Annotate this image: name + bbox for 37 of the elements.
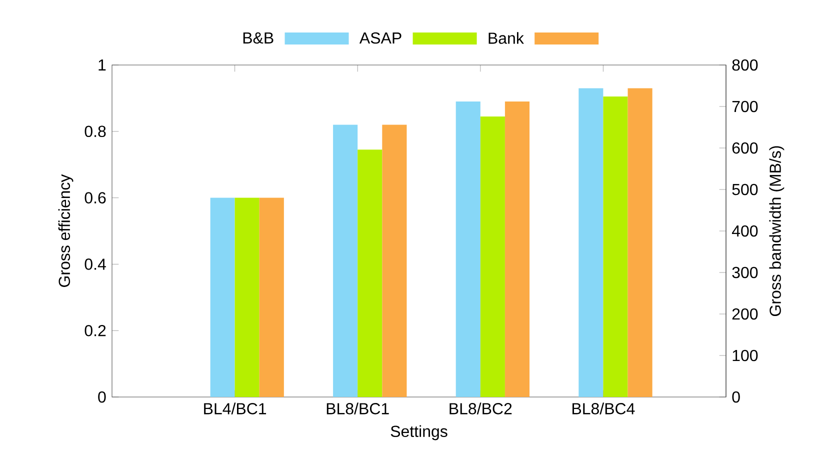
bar bbox=[480, 116, 505, 397]
legend-label: Bank bbox=[488, 32, 524, 44]
x-tick-label: BL8/BC4 bbox=[572, 402, 635, 414]
bar bbox=[358, 150, 382, 397]
bar bbox=[628, 88, 652, 397]
y-tick-label: 0.8 bbox=[84, 126, 106, 138]
x-tick-label: BL8/BC2 bbox=[450, 402, 512, 414]
bar bbox=[504, 102, 530, 397]
bar bbox=[578, 88, 604, 397]
bar bbox=[603, 96, 628, 397]
y2-tick-label: 300 bbox=[732, 266, 758, 278]
y2-axis-title: Gross bandwidth (MB/s) bbox=[769, 146, 784, 316]
bar bbox=[456, 102, 480, 397]
bar bbox=[259, 198, 284, 397]
y2-tick-label: 600 bbox=[732, 142, 758, 154]
x-tick-label: BL8/BC1 bbox=[326, 402, 389, 414]
y2-tick-label: 400 bbox=[732, 225, 758, 237]
y-tick-label: 0 bbox=[98, 391, 106, 403]
y-tick-label: 0.2 bbox=[84, 324, 106, 336]
bar bbox=[210, 198, 235, 397]
legend-label: ASAP bbox=[359, 32, 402, 44]
y-axis-title: Gross efficiency bbox=[58, 174, 74, 287]
y-tick-label: 1 bbox=[98, 60, 106, 71]
x-tick-label: BL4/BC1 bbox=[204, 402, 266, 414]
legend-label: B&B bbox=[243, 32, 274, 44]
y-tick-label: 0.4 bbox=[84, 258, 106, 270]
y-tick-label: 0.6 bbox=[84, 192, 106, 204]
bar bbox=[234, 198, 260, 397]
x-axis-title: Settings bbox=[390, 425, 448, 440]
y2-tick-label: 0 bbox=[732, 391, 740, 403]
y2-tick-label: 700 bbox=[732, 100, 758, 112]
bar bbox=[333, 124, 358, 397]
y2-tick-label: 100 bbox=[732, 350, 758, 362]
bar bbox=[382, 124, 407, 397]
y2-tick-label: 800 bbox=[732, 59, 758, 71]
y2-tick-label: 500 bbox=[732, 184, 758, 196]
y2-tick-label: 200 bbox=[732, 308, 758, 320]
